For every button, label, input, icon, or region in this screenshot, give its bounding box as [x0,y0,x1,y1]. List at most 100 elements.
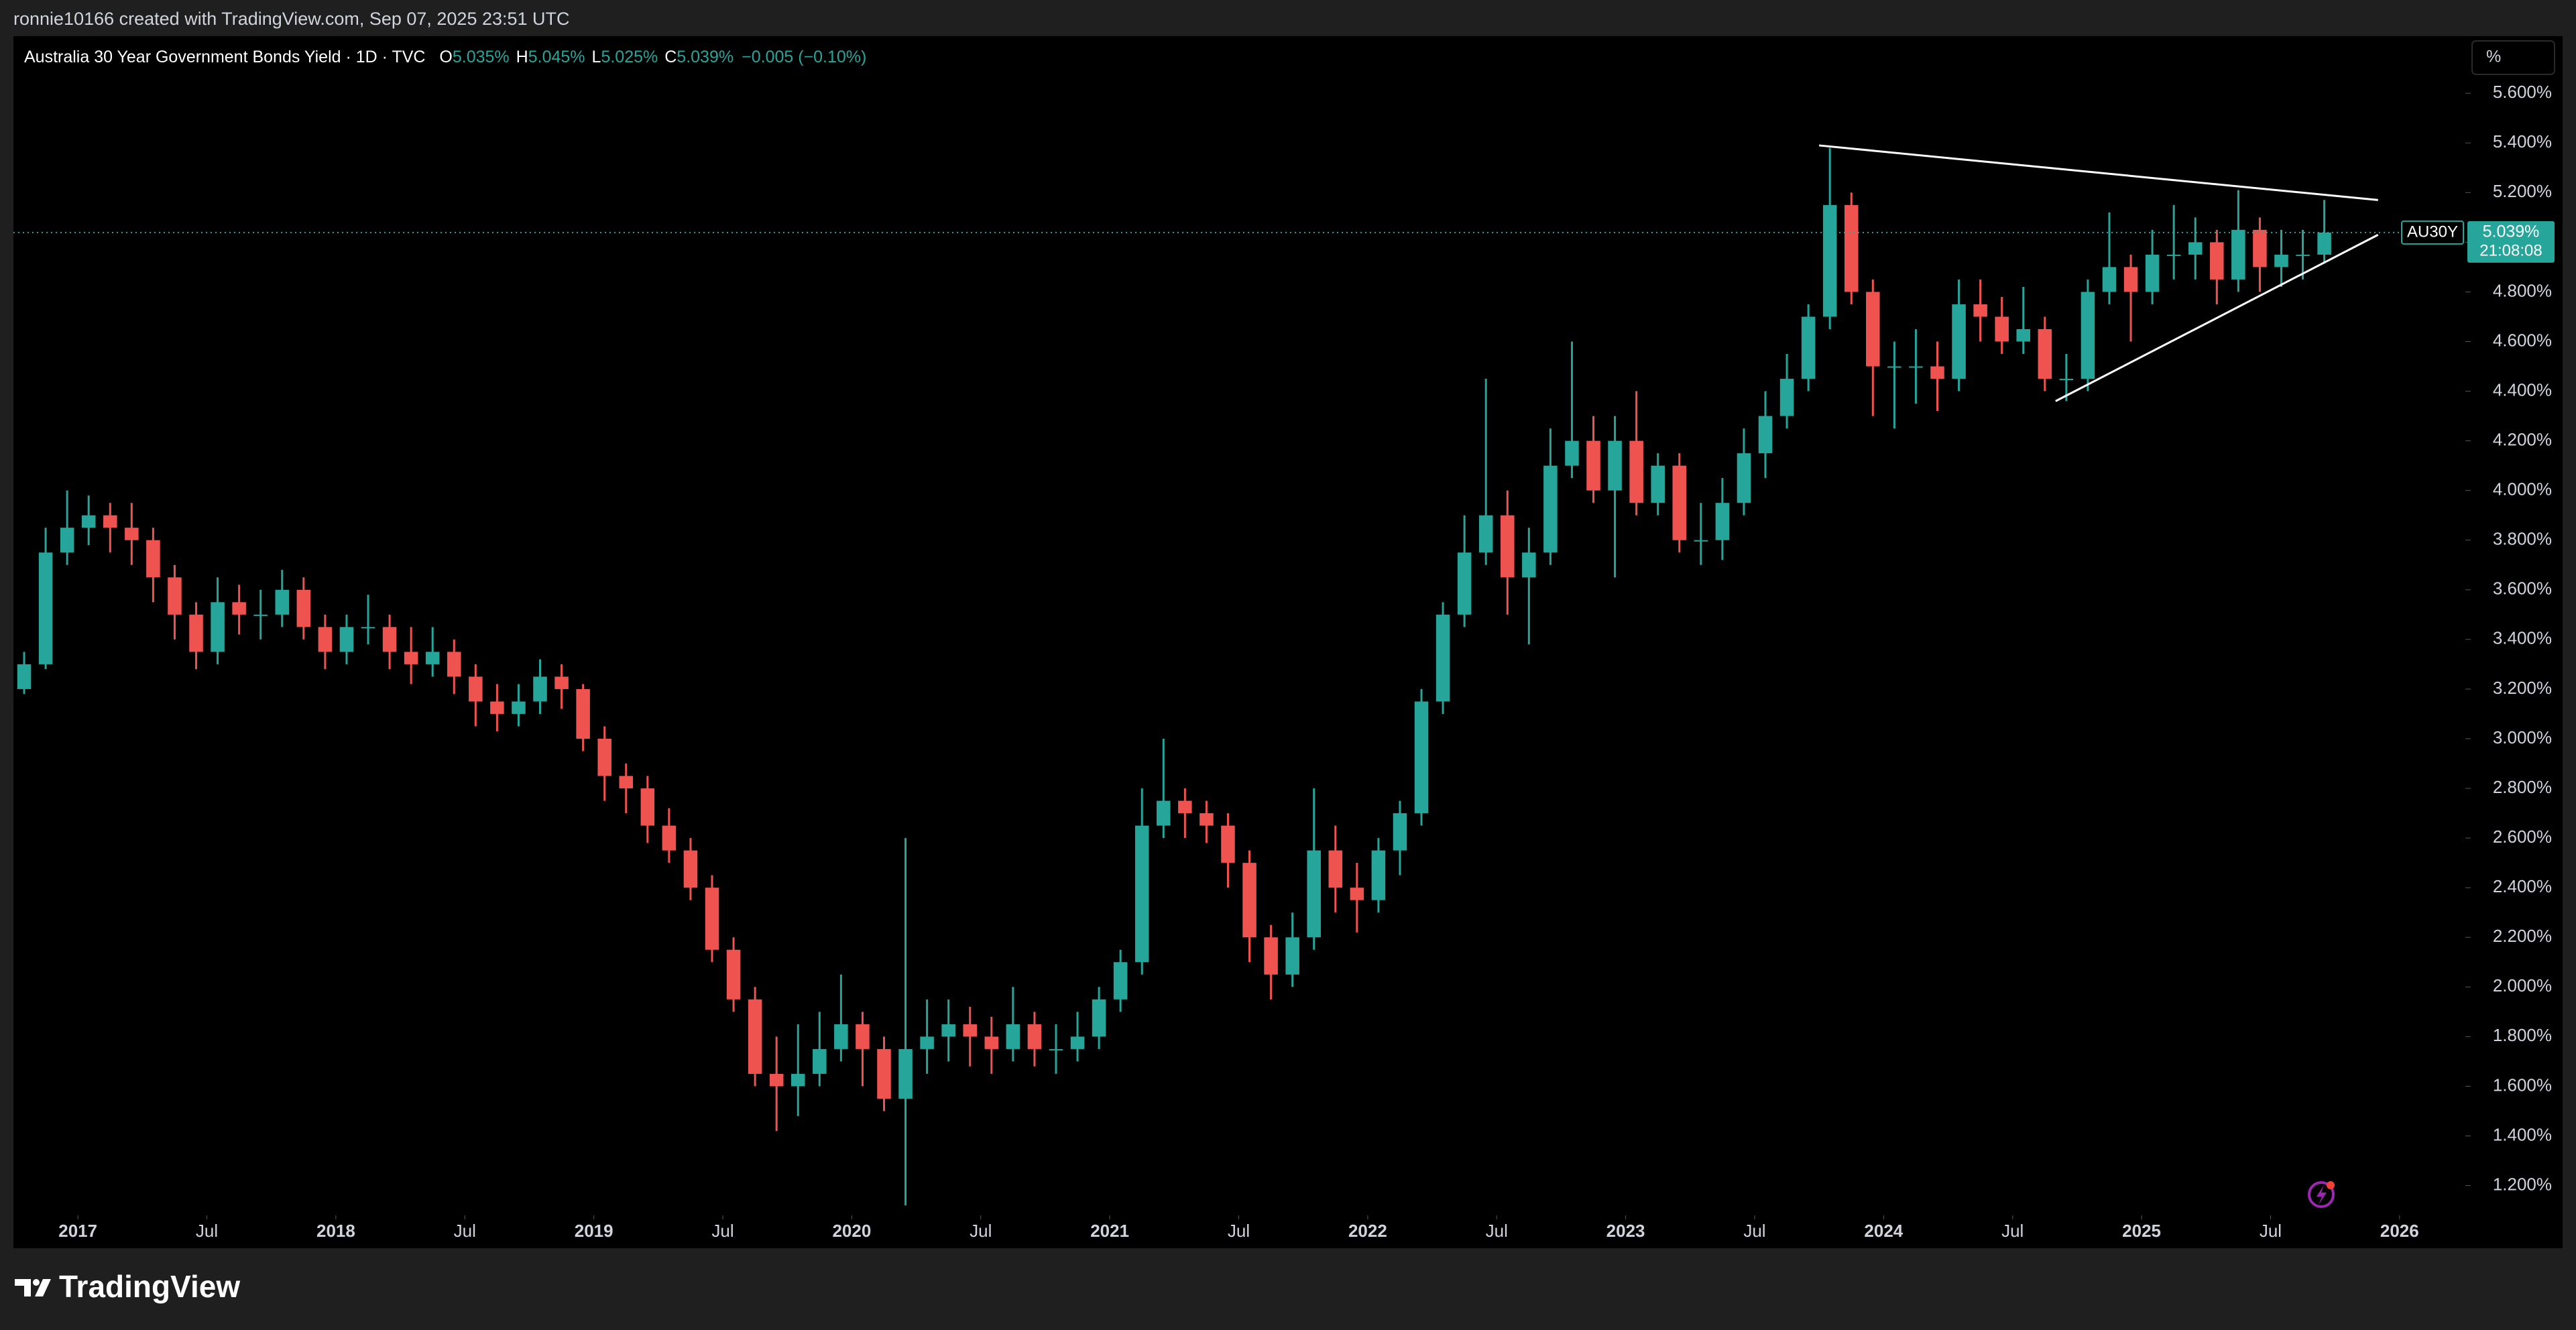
candle-body [640,788,655,826]
candle-body [813,1048,827,1074]
candle-body [2296,254,2310,256]
candle-body [1242,863,1256,938]
candle-body [834,1024,848,1049]
candle-body [17,664,32,689]
candle-body [1027,1024,1042,1049]
candle-body [1285,937,1299,975]
candle-body [2253,229,2267,267]
candle-body [533,676,547,702]
y-tick-label: 3.600% [2493,579,2552,599]
candle-body [512,701,526,714]
chart-pane [13,36,2563,1248]
candle-body [1157,800,1171,826]
candle-body [1328,850,1343,888]
candle-body [2038,328,2052,379]
candle-body [726,949,741,1000]
y-tick-label: 4.800% [2493,280,2552,300]
ohlc-label: H [516,48,528,66]
candle-body [1844,204,1859,292]
credit: ronnie10166 created with TradingView.com… [13,9,570,29]
unit-button-label: % [2486,48,2501,66]
candle-body [1866,292,1880,367]
candle-body [404,652,418,664]
price-badge [2467,221,2555,263]
candle-body [382,627,397,652]
candle-body [275,589,290,615]
y-tick-label: 5.400% [2493,131,2552,152]
x-tick-label: Jul [454,1221,476,1241]
y-tick-label: 5.600% [2493,82,2552,102]
candle-body [1501,515,1515,578]
candle-body [1264,937,1278,975]
y-tick-label: 3.200% [2493,678,2552,698]
candle-body [103,515,117,528]
y-tick-label: 1.200% [2493,1174,2552,1194]
price-badge-label: 5.039% [2483,223,2540,241]
candle-body [576,688,590,739]
change: −0.005 (−0.10%) [742,48,866,66]
candle-body [920,1036,934,1049]
x-tick-label: 2019 [575,1221,613,1241]
candle-body [2016,328,2031,342]
candle-body [1221,825,1235,863]
candle-body [769,1073,784,1087]
candle-body [856,1024,870,1049]
candle-body [1092,999,1106,1037]
candle-body [1672,465,1687,540]
candle-body [1779,379,1794,416]
y-tick-label: 2.800% [2493,777,2552,797]
y-tick-label: 4.400% [2493,379,2552,400]
candle-body [2145,254,2160,292]
candle-body [1371,850,1386,900]
ohlc-value: 5.035% [453,48,510,66]
x-tick-label: Jul [196,1221,218,1241]
y-tick-label: 1.800% [2493,1025,2552,1045]
ohlc-label: C [664,48,677,66]
x-tick-label: Jul [2001,1221,2024,1241]
x-tick-label: Jul [1486,1221,1508,1241]
candle-body [1113,962,1128,1000]
candle-body [1952,304,1966,379]
candle-body [425,652,440,664]
candle-body [1522,552,1536,578]
candle-body [81,515,96,528]
candle-body [189,614,203,652]
candle-body [597,738,611,776]
candle-body [2188,242,2203,255]
candle-body [1393,813,1407,851]
candle-body [1565,440,1579,466]
candle-body [2059,379,2074,381]
countdown-label: 21:08:08 [2479,241,2542,259]
symbol-badge [2401,220,2464,245]
candle-body [2123,267,2138,292]
unit-button[interactable] [2471,40,2555,75]
candle-body [877,1048,891,1099]
candle-body [1737,453,1751,503]
candle-body [447,652,461,677]
candle-body [1822,204,1837,317]
candle-body [1995,316,2009,342]
y-tick-label: 4.200% [2493,429,2552,449]
candle-body [554,676,569,689]
candle-body [2102,267,2117,292]
candle-body [125,528,139,540]
footer-logo: TradingView [15,1269,240,1304]
candle-body [1307,850,1321,938]
x-tick-label: Jul [970,1221,992,1241]
candle-body [2231,229,2245,280]
candle-body [211,602,225,652]
candle-body [1178,800,1192,814]
candle-body [2210,242,2224,280]
x-tick-label: 2023 [1606,1221,1645,1241]
candle-body [232,602,246,615]
ohlc-value: 5.025% [601,48,658,66]
x-tick-label: 2024 [1864,1221,1903,1241]
candle-body [1350,888,1364,900]
candle-body [984,1036,999,1049]
candle-body [60,528,74,553]
x-tick-label: 2020 [832,1221,871,1241]
candle-body [705,888,719,950]
candle-body [1006,1024,1020,1049]
